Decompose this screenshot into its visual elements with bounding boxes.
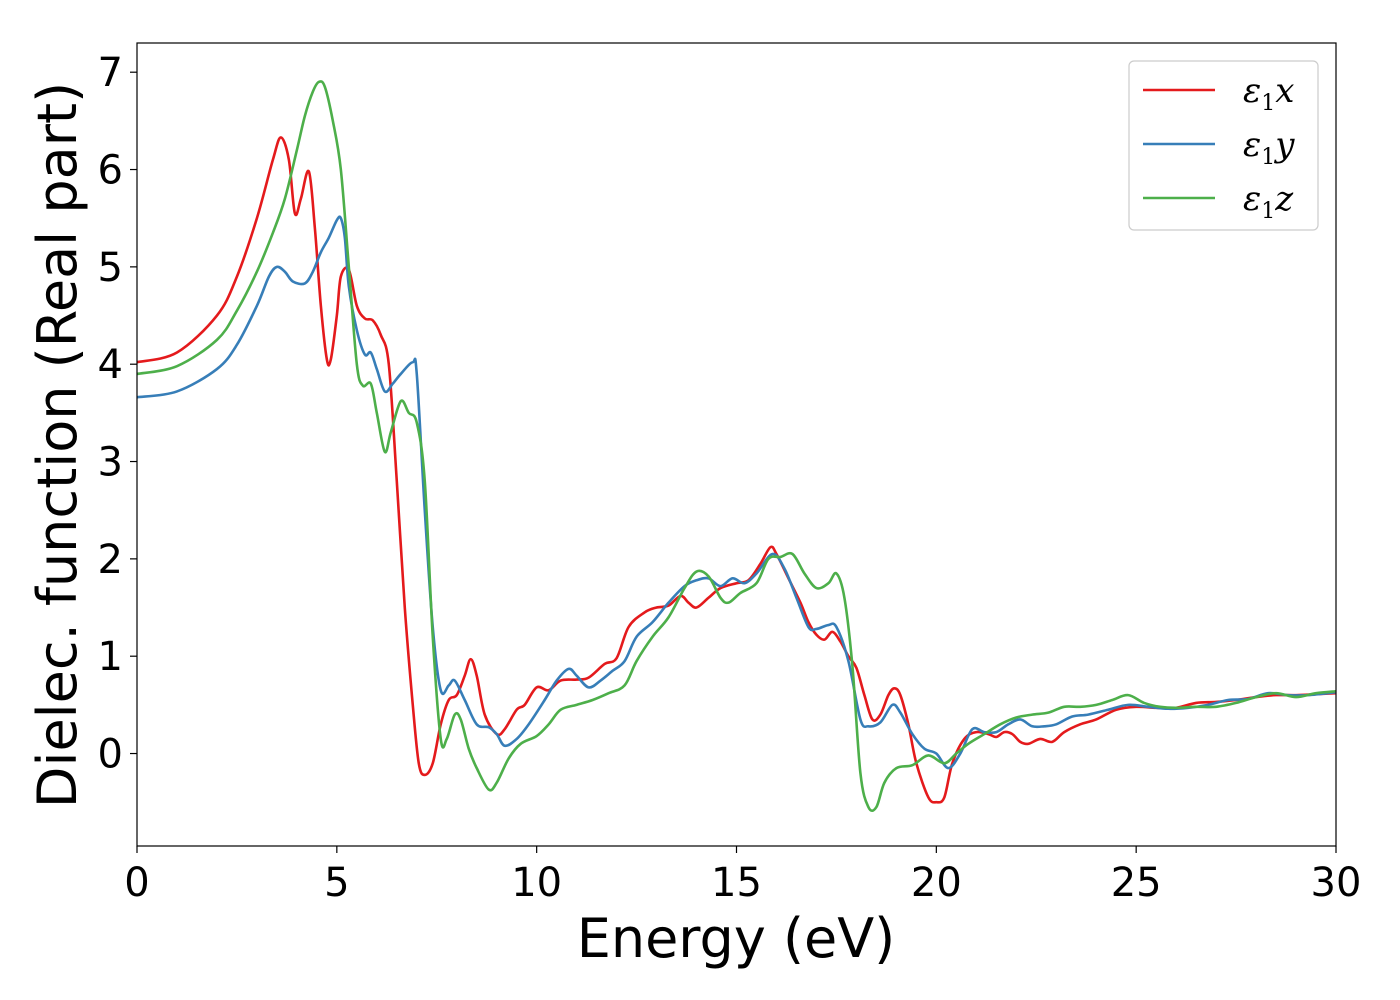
y-tick-label: 1: [98, 634, 123, 680]
x-tick-label: 0: [124, 860, 149, 906]
x-tick-label: 20: [911, 860, 962, 906]
legend: ε1x ε1y ε1z: [1128, 60, 1319, 231]
x-axis: 0 5 10 15 20 25 30: [124, 846, 1361, 906]
y-tick-label: 0: [98, 732, 123, 778]
y-axis-label: Dielec. function (Real part): [26, 82, 89, 808]
x-tick-label: 10: [511, 860, 562, 906]
legend-label-z: ε1z: [1243, 179, 1294, 224]
y-tick-label: 6: [98, 148, 123, 194]
y-tick-label: 3: [98, 440, 123, 486]
y-tick-label: 5: [98, 245, 123, 291]
series-line-z: [137, 80, 1336, 813]
y-axis: 0 1 2 3 4 5 6 7: [98, 50, 137, 778]
x-tick-label: 5: [324, 860, 349, 906]
legend-box: [1128, 60, 1319, 231]
x-tick-label: 15: [711, 860, 762, 906]
series-layer: [137, 80, 1336, 813]
x-tick-label: 25: [1111, 860, 1162, 906]
legend-label-y: ε1y: [1243, 125, 1295, 170]
x-axis-label: Energy (eV): [577, 907, 896, 970]
y-tick-label: 4: [98, 342, 123, 388]
series-line-x: [137, 136, 1336, 804]
series-line-y: [137, 215, 1336, 770]
legend-label-x: ε1x: [1243, 71, 1294, 116]
x-tick-label: 30: [1311, 860, 1362, 906]
y-tick-label: 7: [98, 50, 123, 96]
y-tick-label: 2: [98, 537, 123, 583]
